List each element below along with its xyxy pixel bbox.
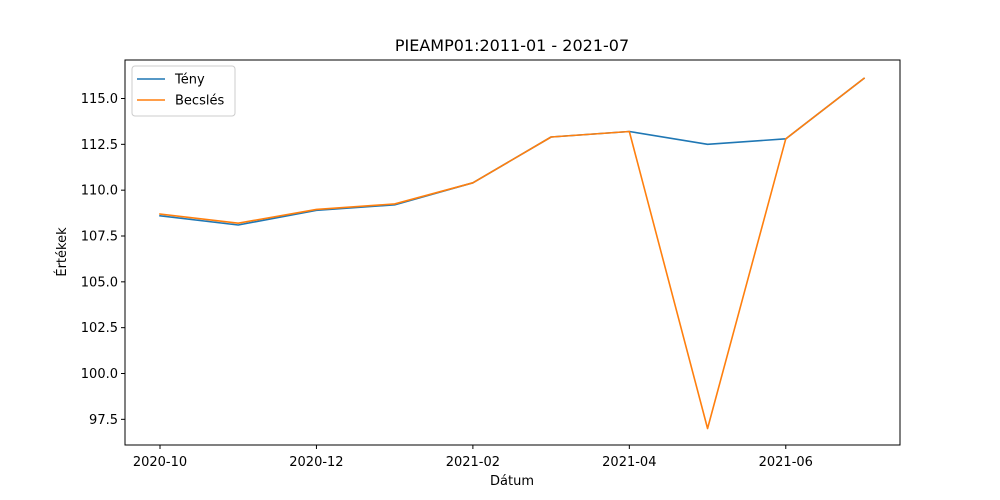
y-tick-label: 107.5 xyxy=(81,230,118,245)
chart-title: PIEAMP01:2011-01 - 2021-07 xyxy=(395,36,629,55)
y-tick-label: 102.5 xyxy=(81,321,118,336)
y-tick-label: 115.0 xyxy=(81,92,118,107)
y-axis-label: Értékek xyxy=(54,227,70,277)
series-lines xyxy=(159,77,866,430)
x-tick-label: 2021-06 xyxy=(759,455,813,470)
x-tick-label: 2021-04 xyxy=(602,455,656,470)
legend: Tény Becslés xyxy=(131,65,236,117)
series-line-2 xyxy=(159,77,866,430)
plot-frame xyxy=(124,59,901,446)
legend-label-2: Becslés xyxy=(175,94,224,109)
plot-area: 97.5100.0102.5105.0107.5110.0112.5115.0 … xyxy=(81,59,901,470)
x-axis-label: Dátum xyxy=(490,474,534,489)
y-tick-label: 97.5 xyxy=(89,413,118,428)
y-tick-label: 112.5 xyxy=(81,138,118,153)
y-tick-label: 105.0 xyxy=(81,275,118,290)
x-tick-label: 2020-12 xyxy=(289,455,343,470)
y-tick-label: 110.0 xyxy=(81,184,118,199)
y-axis: 97.5 100.0 102.5 105.0 107.5 110.0 112.5 115.0 xyxy=(81,92,125,428)
x-tick-label: 2021-02 xyxy=(446,455,500,470)
x-tick-label: 2020-10 xyxy=(133,455,187,470)
x-axis: 2020-10 2020-12 2021-02 2021-04 2021-06 xyxy=(133,445,813,470)
y-tick-label: 100.0 xyxy=(81,367,118,382)
legend-label-1: Tény xyxy=(174,73,205,88)
